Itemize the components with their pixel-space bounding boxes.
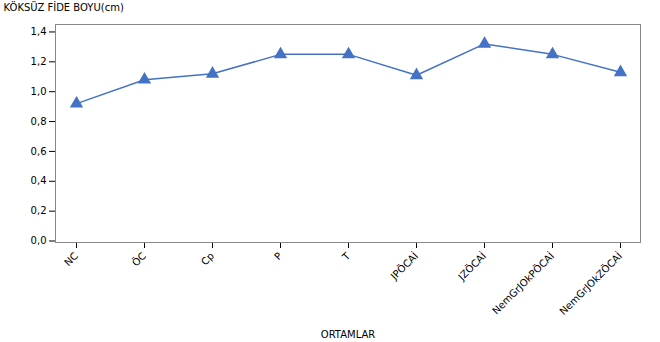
svg-text:0,0: 0,0 bbox=[31, 235, 47, 246]
svg-text:JZÖCAİ: JZÖCAİ bbox=[455, 250, 489, 284]
svg-text:T: T bbox=[339, 250, 352, 263]
svg-text:0,8: 0,8 bbox=[31, 116, 47, 127]
svg-text:0,4: 0,4 bbox=[31, 175, 47, 186]
svg-text:1,0: 1,0 bbox=[31, 86, 47, 97]
svg-text:1,4: 1,4 bbox=[31, 26, 47, 37]
svg-text:0,6: 0,6 bbox=[31, 146, 47, 157]
svg-text:Cp: Cp bbox=[199, 250, 216, 267]
svg-text:NemGrJOkPÖCAİ: NemGrJOkPÖCAİ bbox=[489, 250, 556, 317]
svg-text:ÖC: ÖC bbox=[129, 250, 148, 269]
svg-text:KÖKSÜZ FİDE BOYU(cm): KÖKSÜZ FİDE BOYU(cm) bbox=[4, 1, 124, 13]
svg-text:P: P bbox=[272, 250, 284, 262]
svg-text:1,2: 1,2 bbox=[31, 56, 47, 67]
svg-text:ORTAMLAR: ORTAMLAR bbox=[321, 329, 376, 340]
svg-text:NC: NC bbox=[62, 250, 80, 268]
svg-text:0,2: 0,2 bbox=[31, 205, 47, 216]
svg-text:NemGrJOkZÖCAİ: NemGrJOkZÖCAİ bbox=[557, 250, 624, 317]
svg-text:JPÖCAİ: JPÖCAİ bbox=[387, 250, 420, 283]
